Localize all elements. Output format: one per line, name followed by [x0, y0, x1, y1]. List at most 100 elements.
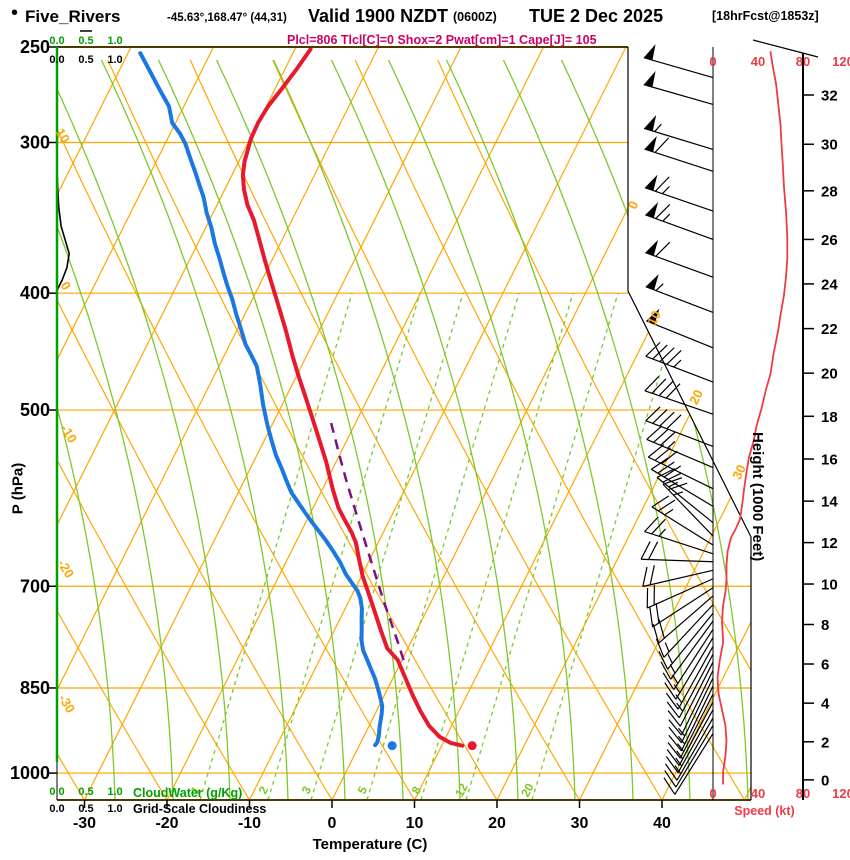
wind-barb: [645, 406, 714, 448]
wind-barb: [666, 701, 714, 766]
cloud-scale-label: 0.5: [78, 803, 93, 815]
pressure-tick-label: 1000: [10, 763, 50, 783]
moist-adiabat-line: [100, 59, 289, 800]
pressure-tick-label: 300: [20, 132, 50, 152]
dry-adiabat-line: [107, 59, 498, 800]
wind-barb: [660, 620, 714, 680]
temperature-tick-label: 30: [571, 815, 589, 832]
isotherm-label: 10: [644, 308, 664, 328]
height-tick-label: 14: [821, 494, 838, 511]
temperature-tick-label: -20: [155, 815, 178, 832]
height-tick-label: 12: [821, 535, 838, 552]
mixing-ratio-label: 2: [256, 784, 272, 797]
pressure-tick-label: 850: [20, 678, 50, 698]
wind-barb: [644, 174, 714, 212]
temperature-axis-title: Temperature (C): [312, 836, 428, 853]
moist-adiabat-line: [215, 59, 404, 800]
height-tick-label: 10: [821, 577, 838, 594]
wind-barb: [655, 604, 714, 658]
dry-adiabat-line: [57, 59, 251, 800]
dry-adiabat-label: 0: [58, 279, 75, 293]
height-tick-label: 26: [821, 232, 838, 249]
pressure-tick-label: 250: [20, 37, 50, 57]
wind-barb: [656, 468, 714, 524]
wind-barb: [664, 637, 714, 700]
speed-tick-label-top: 0: [709, 54, 716, 69]
height-axis-title: Height (1000 Feet): [749, 432, 766, 562]
dry-adiabat-line: [57, 59, 333, 800]
cloud-scale-label: 1.0: [107, 35, 122, 47]
isotherm-label: 20: [686, 387, 706, 407]
wind-barb: [645, 274, 714, 314]
temperature-tick-label: 10: [406, 815, 424, 832]
isotherm-line: [57, 47, 297, 800]
speed-scale-labels: 0040408080120120: [709, 54, 850, 801]
speed-tick-label-bottom: 0: [709, 786, 716, 801]
speed-axis-title: Speed (kt): [734, 804, 795, 818]
cloud-scale-label: 1.0: [107, 54, 122, 66]
isotherm-line: [661, 47, 751, 800]
wind-barb: [658, 612, 714, 670]
wind-barb: [645, 202, 714, 241]
mixing-ratio-label: 12: [452, 781, 471, 800]
speed-tick-label-top: 40: [751, 54, 765, 69]
height-tick-label: 30: [821, 137, 838, 154]
moist-adiabat-line: [272, 59, 461, 800]
dry-adiabat-line: [189, 59, 581, 800]
height-tick-label: 4: [821, 696, 830, 713]
isotherm-line: [413, 47, 751, 800]
wind-barb: [668, 677, 714, 744]
mixing-ratio-label: 20: [518, 781, 537, 800]
cloud-scale-label: 0.5: [78, 786, 93, 798]
height-tick-label: 2: [821, 734, 829, 751]
wind-barb: [662, 477, 714, 537]
temperature-curve: [240, 47, 465, 748]
cloud-scale-label: 1.0: [107, 786, 122, 798]
parcel-ascent-curve: [329, 422, 405, 661]
moist-adiabat-line: [560, 59, 749, 800]
height-tick-label: 24: [821, 276, 838, 293]
moist-adiabat-line: [445, 59, 634, 800]
cloudiness-axis-title: Grid-Scale Cloudiness: [133, 802, 267, 816]
wind-barb: [665, 646, 714, 710]
pressure-tick-label: 700: [20, 576, 50, 596]
wind-barb: [647, 444, 714, 490]
wind-barb: [640, 541, 714, 563]
wind-barb: [667, 661, 714, 727]
moist-adiabat-line: [157, 59, 346, 800]
temperature-tick-label: 20: [488, 815, 506, 832]
skewt-grid: [57, 47, 751, 800]
dry-adiabat-label: -10: [57, 422, 80, 446]
station-bullet-icon: •: [11, 2, 19, 24]
wind-barb: [651, 495, 714, 546]
moist-adiabat-line: [57, 59, 116, 800]
cloud-scale-label: 0.5: [78, 54, 93, 66]
isotherm-line: [83, 47, 462, 800]
speed-tick-label-bottom: 120: [832, 786, 850, 801]
wind-barbs: [640, 44, 714, 800]
wind-barb: [642, 565, 714, 588]
cloud-scale-label: 0.0: [49, 35, 64, 47]
wind-barb: [643, 71, 714, 106]
mixing-ratio-label: 5: [355, 784, 371, 797]
profile-curves: [57, 47, 477, 751]
mixing-ratio-label: 3: [299, 784, 315, 797]
dry-adiabat-label: -30: [55, 692, 78, 716]
mixing-ratio-line: [310, 292, 464, 800]
temperature-tick-label: -30: [73, 815, 96, 832]
valid-time-utc: (0600Z): [453, 10, 497, 24]
height-tick-label: 20: [821, 366, 838, 383]
wind-barb: [663, 733, 714, 795]
cloudwater-axis-title: CloudWater (g/Kg): [133, 786, 243, 800]
isotherm-line: [248, 47, 627, 800]
sounding-parameters: Plcl=806 Tlcl[C]=0 Shox=2 Pwat[cm]=1 Cap…: [287, 33, 597, 47]
wind-barb: [668, 670, 714, 736]
wind-barb: [666, 653, 714, 719]
pressure-axis-title: P (hPa): [9, 462, 27, 515]
wind-barb: [645, 239, 714, 278]
moist-adiabat-line: [330, 59, 519, 800]
wind-speed-curve: [716, 51, 789, 785]
cloud-scale-label: 0.0: [49, 54, 64, 66]
cloud-scale-label: 0.0: [49, 803, 64, 815]
moist-adiabat-line: [57, 59, 174, 800]
